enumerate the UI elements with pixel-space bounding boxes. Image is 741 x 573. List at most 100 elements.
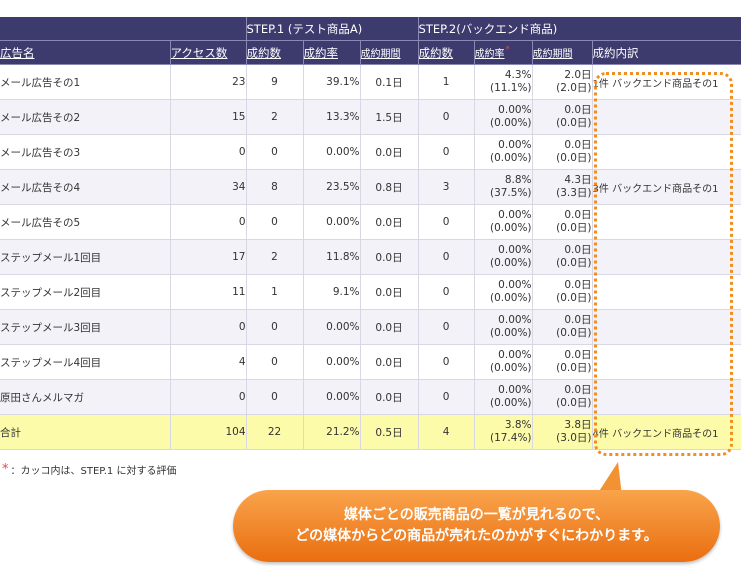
table-row: ステップメール3回目 0 0 0.00% 0.0日 0 0.00% (0.00%) 0.0日 (0… [0,309,741,345]
s2-period-cell: 0.0日 (0.0日) [532,134,593,170]
table-body: メール広告その1 23 9 39.1% 0.1日 1 4.3% (11.1%) 2.0日 (2.0… [0,64,741,450]
s1-rate-cell: 0.00% [303,204,361,240]
s1-rate-cell: 9.1% [303,274,361,310]
s1-period-cell: 0.0日 [360,134,419,170]
s1-conversions-cell: 0 [246,134,304,170]
access-count-cell: 17 [170,239,247,275]
s1-period-cell: 0.0日 [360,274,419,310]
s1-rate-cell: 0.00% [303,344,361,380]
ad-name-cell: ステップメール1回目 [0,239,171,275]
s2-period-cell-eval: (0.0日) [556,327,592,339]
access-count-cell: 104 [170,414,247,450]
s2-period-cell-value: 0.0日 [564,349,592,361]
col-s1-conversions[interactable]: 成約数 [246,40,304,65]
s1-conversions-cell: 0 [246,344,304,380]
conversion-detail-cell [592,344,741,380]
access-count-cell: 0 [170,309,247,345]
table-row: ステップメール2回目 11 1 9.1% 0.0日 0 0.00% (0.00%) 0.0日 (0… [0,274,741,310]
s2-conversions-cell: 0 [418,274,475,310]
col-s1-rate[interactable]: 成約率 [303,40,361,65]
col-access[interactable]: アクセス数 [170,40,247,65]
s2-period-cell-value: 4.3日 [564,174,592,186]
s1-rate-cell: 23.5% [303,169,361,205]
conversion-detail-cell [592,379,741,415]
s2-period-cell: 0.0日 (0.0日) [532,239,593,275]
col-s2-rate[interactable]: 成約率* [474,40,533,65]
conversion-detail-cell: 4件 バックエンド商品その1 [592,414,741,450]
footnote-text: ：カッコ内は、STEP.1 に対する評価 [10,466,177,477]
s2-period-cell-value: 2.0日 [564,69,592,81]
table-row: 原田さんメルマガ 0 0 0.00% 0.0日 0 0.00% (0.00%) 0.0日 (0.0… [0,379,741,415]
s1-period-cell: 0.0日 [360,379,419,415]
callout-bubble: 媒体ごとの販売商品の一覧が見れるので、 どの媒体からどの商品が売れたのかがすぐに… [233,490,720,562]
s2-period-cell-eval: (0.0日) [556,257,592,269]
s2-rate-cell: 0.00% (0.00%) [474,134,533,170]
s1-rate-cell: 11.8% [303,239,361,275]
conversion-detail-cell [592,134,741,170]
s2-rate-cell-eval: (17.4%) [489,432,532,444]
s2-period-cell-value: 0.0日 [564,384,592,396]
step2-header: STEP.2(バックエンド商品) [418,17,741,41]
access-count-cell: 4 [170,344,247,380]
s2-rate-cell: 8.8% (37.5%) [474,169,533,205]
s2-rate-cell-eval: (0.00%) [489,292,532,304]
col-s2-conversions[interactable]: 成約数 [418,40,475,65]
s1-conversions-cell: 0 [246,379,304,415]
ad-name-cell: 合計 [0,414,171,450]
s2-rate-cell-value: 0.00% [498,314,532,326]
access-count-cell: 34 [170,169,247,205]
s2-conversions-cell: 0 [418,134,475,170]
s2-conversions-cell: 0 [418,239,475,275]
s2-rate-cell-value: 0.00% [498,349,532,361]
callout-line-2: どの媒体からどの商品が売れたのかがすぐにわかります。 [295,528,658,544]
conversion-detail-cell [592,204,741,240]
s2-conversions-cell: 0 [418,204,475,240]
s2-conversions-cell: 4 [418,414,475,450]
conversion-detail-cell [592,309,741,345]
col-ad-name[interactable]: 広告名 [0,40,171,65]
s2-rate-cell-eval: (0.00%) [489,152,532,164]
s1-rate-cell: 0.00% [303,309,361,345]
s2-period-cell-value: 0.0日 [564,244,592,256]
access-count-cell: 0 [170,204,247,240]
s2-period-cell: 4.3日 (3.3日) [532,169,593,205]
footnote: * ：カッコ内は、STEP.1 に対する評価 [2,462,176,477]
s2-rate-cell-eval: (0.00%) [489,362,532,374]
group-header-blank [0,17,247,41]
table-row: ステップメール4回目 4 0 0.00% 0.0日 0 0.00% (0.00%) 0.0日 (0… [0,344,741,380]
conversion-detail-cell: 1件 バックエンド商品その1 [592,64,741,100]
s2-period-cell: 3.8日 (3.0日) [532,414,593,450]
table-row: メール広告その4 34 8 23.5% 0.8日 3 8.8% (37.5%) 4.3日 (3.3… [0,169,741,205]
s1-period-cell: 1.5日 [360,99,419,135]
s2-conversions-cell: 0 [418,344,475,380]
s2-rate-cell-eval: (0.00%) [489,397,532,409]
ad-name-cell: メール広告その5 [0,204,171,240]
s2-rate-cell-value: 0.00% [498,244,532,256]
access-count-cell: 23 [170,64,247,100]
col-s2-period[interactable]: 成約期間 [532,40,593,65]
s2-rate-cell: 0.00% (0.00%) [474,379,533,415]
s2-period-cell: 0.0日 (0.0日) [532,274,593,310]
ad-name-cell: 原田さんメルマガ [0,379,171,415]
footnote-asterisk: * [2,462,9,477]
s2-rate-cell-eval: (0.00%) [489,222,532,234]
s2-period-cell-value: 0.0日 [564,279,592,291]
s1-rate-cell: 0.00% [303,134,361,170]
column-header-row: 広告名 アクセス数 成約数 成約率 成約期間 成約数 成約率* 成約期間 成約内… [0,40,741,65]
conversion-detail-cell [592,239,741,275]
s1-conversions-cell: 1 [246,274,304,310]
s2-rate-cell-value: 0.00% [498,279,532,291]
s1-period-cell: 0.8日 [360,169,419,205]
s2-conversions-cell: 0 [418,309,475,345]
table-row: メール広告その3 0 0 0.00% 0.0日 0 0.00% (0.00%) 0.0日 (0.0… [0,134,741,170]
col-s1-period[interactable]: 成約期間 [360,40,419,65]
s2-rate-cell: 3.8% (17.4%) [474,414,533,450]
s2-rate-cell-value: 4.3% [504,69,532,81]
s1-conversions-cell: 22 [246,414,304,450]
s1-conversions-cell: 8 [246,169,304,205]
s2-period-cell-eval: (0.0日) [556,222,592,234]
table-row: メール広告その1 23 9 39.1% 0.1日 1 4.3% (11.1%) 2.0日 (2.0… [0,64,741,100]
callout-line-1: 媒体ごとの販売商品の一覧が見れるので、 [343,507,610,523]
step1-header: STEP.1 (テスト商品A) [246,17,419,41]
s2-period-cell: 0.0日 (0.0日) [532,379,593,415]
